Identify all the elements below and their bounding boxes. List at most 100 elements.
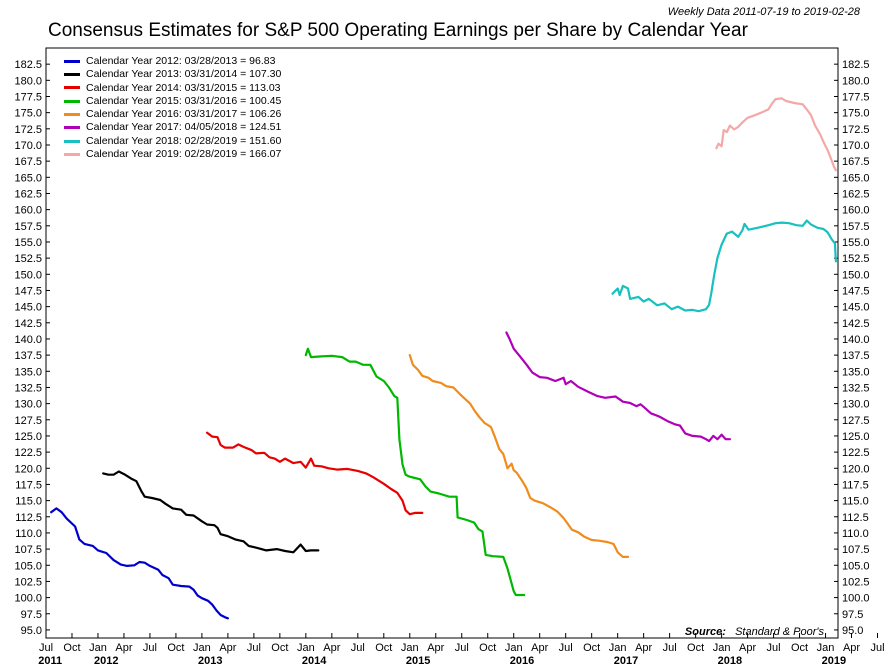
series-line [715, 97, 837, 172]
y-tick-label-right: 117.5 [842, 479, 869, 491]
y-tick-label-left: 157.5 [14, 221, 42, 233]
x-tick-label: Apr [739, 642, 756, 654]
x-tick-label: Jan [609, 642, 627, 654]
y-tick-label-left: 95.0 [21, 625, 42, 637]
x-tick-label: Jul [663, 642, 677, 654]
legend: Calendar Year 2012: 03/28/2013 = 96.83 C… [64, 55, 281, 161]
y-tick-label-right: 110.0 [842, 528, 869, 540]
y-tick-label-left: 125.0 [14, 431, 42, 443]
y-tick-label-right: 115.0 [842, 496, 869, 508]
y-tick-label-left: 160.0 [14, 205, 42, 217]
x-tick-label: Jul [559, 642, 573, 654]
legend-item: Calendar Year 2018: 02/28/2019 = 151.60 [64, 135, 281, 148]
legend-swatch [64, 59, 80, 63]
y-tick-label-right: 155.0 [842, 237, 870, 249]
x-tick-label: Apr [635, 642, 652, 654]
x-tick-label: Jan [505, 642, 523, 654]
x-tick-label: Jul [143, 642, 157, 654]
y-tick-label-left: 122.5 [14, 447, 42, 459]
y-tick-label-left: 132.5 [14, 382, 42, 394]
y-tick-label-left: 100.0 [14, 593, 42, 605]
y-tick-label-left: 102.5 [14, 576, 42, 588]
x-year-label: 2017 [614, 655, 638, 667]
x-tick-label: Jan [89, 642, 107, 654]
y-tick-label-left: 137.5 [14, 350, 42, 362]
y-tick-label-left: 162.5 [14, 188, 42, 200]
y-tick-label-right: 100.0 [842, 593, 870, 605]
y-tick-label-left: 150.0 [14, 269, 42, 281]
x-year-label: 2013 [198, 655, 222, 667]
y-axis-left: 182.5 180.0 177.5 175.0 172.5 170.0 167.5 165.0… [14, 59, 50, 637]
legend-label: Calendar Year 2015: 03/31/2016 = 100.45 [86, 94, 282, 107]
y-tick-label-right: 172.5 [842, 124, 870, 136]
legend-label: Calendar Year 2012: 03/28/2013 = 96.83 [86, 55, 276, 67]
y-tick-label-left: 115.0 [15, 496, 42, 508]
y-tick-label-right: 165.0 [842, 172, 870, 184]
series-line [50, 507, 229, 620]
y-tick-label-left: 177.5 [14, 91, 42, 103]
y-tick-label-left: 142.5 [14, 318, 42, 330]
x-year-label: 2012 [94, 655, 118, 667]
y-tick-label-right: 182.5 [842, 59, 870, 71]
y-tick-label-right: 170.0 [842, 140, 870, 152]
chart-title: Consensus Estimates for S&P 500 Operatin… [48, 20, 748, 41]
y-tick-label-left: 105.0 [14, 560, 42, 572]
legend-label: Calendar Year 2017: 04/05/2018 = 124.51 [86, 121, 282, 134]
y-tick-label-right: 162.5 [842, 188, 870, 200]
legend-item: Calendar Year 2013: 03/31/2014 = 107.30 [64, 68, 281, 81]
y-tick-label-right: 145.0 [842, 302, 870, 314]
x-tick-label: Jan [193, 642, 211, 654]
legend-swatch [64, 112, 80, 116]
y-tick-label-right: 137.5 [842, 350, 870, 362]
y-tick-label-left: 172.5 [14, 124, 42, 136]
legend-item: Calendar Year 2019: 02/28/2019 = 166.07 [64, 148, 281, 161]
legend-swatch [64, 73, 80, 77]
y-tick-label-left: 127.5 [14, 415, 42, 427]
series-line [611, 219, 837, 313]
x-tick-label: Jan [817, 642, 835, 654]
legend-item: Calendar Year 2016: 03/31/2017 = 106.26 [64, 108, 281, 121]
legend-label: Calendar Year 2019: 02/28/2019 = 166.07 [86, 148, 282, 161]
y-tick-label-right: 122.5 [842, 447, 870, 459]
x-tick-label: Oct [583, 642, 600, 654]
legend-label: Calendar Year 2016: 03/31/2017 = 106.26 [86, 108, 282, 121]
x-axis: Jul Oct Jan Apr Jul Oct Jan Apr Jul Oct Jan Apr Jul O… [38, 633, 884, 667]
y-tick-label-right: 180.0 [842, 75, 870, 87]
y-tick-label-left: 147.5 [14, 285, 42, 297]
x-year-label: 2019 [822, 655, 846, 667]
x-year-label: 2015 [406, 655, 430, 667]
x-tick-label: Jul [455, 642, 469, 654]
y-tick-label-left: 155.0 [14, 237, 42, 249]
x-tick-label: Jul [39, 642, 53, 654]
y-tick-label-right: 175.0 [842, 108, 870, 120]
y-tick-label-right: 157.5 [842, 221, 870, 233]
legend-item: Calendar Year 2017: 04/05/2018 = 124.51 [64, 121, 281, 134]
y-tick-label-left: 145.0 [14, 302, 42, 314]
x-tick-label: Apr [219, 642, 236, 654]
series-layer [50, 97, 837, 620]
y-tick-label-right: 147.5 [842, 285, 870, 297]
x-tick-label: Jul [247, 642, 261, 654]
y-tick-label-right: 97.5 [842, 609, 863, 621]
y-tick-label-left: 180.0 [14, 75, 42, 87]
x-year-label: 2016 [510, 655, 534, 667]
x-year-label: 2014 [302, 655, 327, 667]
x-tick-label: Oct [167, 642, 184, 654]
y-tick-label-left: 97.5 [21, 609, 42, 621]
y-tick-label-right: 127.5 [842, 415, 870, 427]
y-tick-label-right: 125.0 [842, 431, 870, 443]
x-tick-label: Oct [687, 642, 704, 654]
y-tick-label-right: 130.0 [842, 399, 870, 411]
x-tick-label: Jan [713, 642, 731, 654]
y-tick-label-left: 112.5 [15, 512, 42, 524]
series-line [102, 470, 320, 554]
series-line [408, 354, 630, 558]
x-tick-label: Oct [271, 642, 288, 654]
y-tick-label-right: 135.0 [842, 366, 870, 378]
x-tick-label: Oct [479, 642, 496, 654]
legend-swatch [64, 99, 80, 103]
y-tick-label-left: 152.5 [14, 253, 42, 265]
legend-swatch [64, 86, 80, 90]
y-tick-label-left: 130.0 [14, 399, 42, 411]
